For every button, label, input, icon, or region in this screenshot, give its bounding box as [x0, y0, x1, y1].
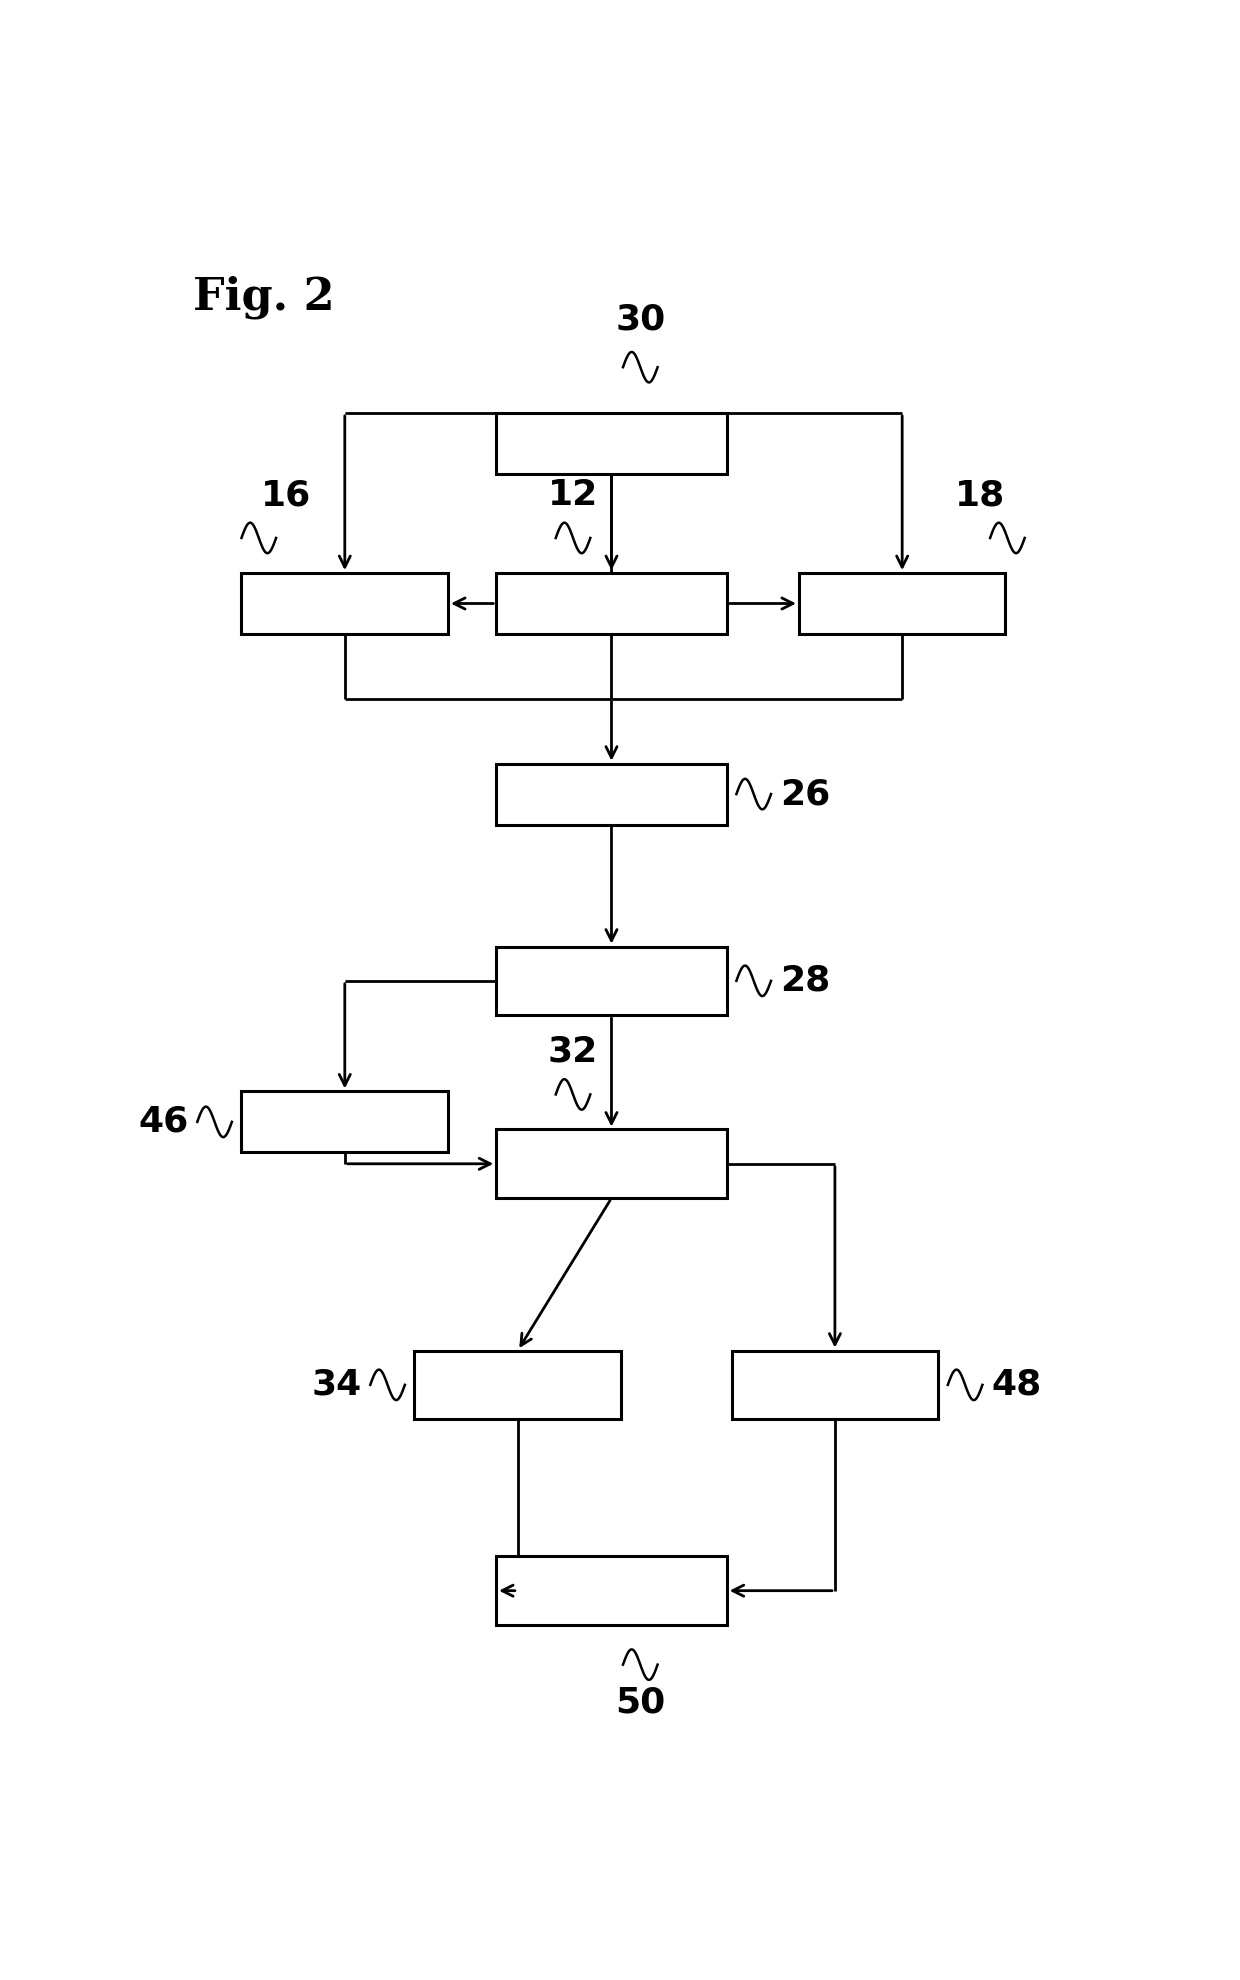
Text: 32: 32 — [548, 1034, 598, 1069]
Bar — [496, 1129, 727, 1198]
Bar — [732, 1350, 939, 1420]
Bar — [496, 946, 727, 1016]
Text: 46: 46 — [139, 1105, 188, 1138]
Text: 26: 26 — [780, 776, 830, 812]
Bar — [799, 572, 1006, 634]
Bar — [496, 414, 727, 473]
Text: 18: 18 — [955, 477, 1006, 513]
Bar — [242, 572, 448, 634]
Text: 50: 50 — [615, 1687, 666, 1721]
Bar — [496, 764, 727, 824]
Bar — [496, 572, 727, 634]
Text: 48: 48 — [991, 1368, 1042, 1402]
Bar — [414, 1350, 621, 1420]
Text: 12: 12 — [548, 477, 598, 513]
Bar — [496, 1556, 727, 1626]
Text: Fig. 2: Fig. 2 — [193, 275, 335, 319]
Text: 34: 34 — [311, 1368, 362, 1402]
Text: 16: 16 — [260, 477, 311, 513]
Bar — [242, 1091, 448, 1152]
Text: 30: 30 — [615, 303, 666, 337]
Text: 28: 28 — [780, 964, 830, 998]
